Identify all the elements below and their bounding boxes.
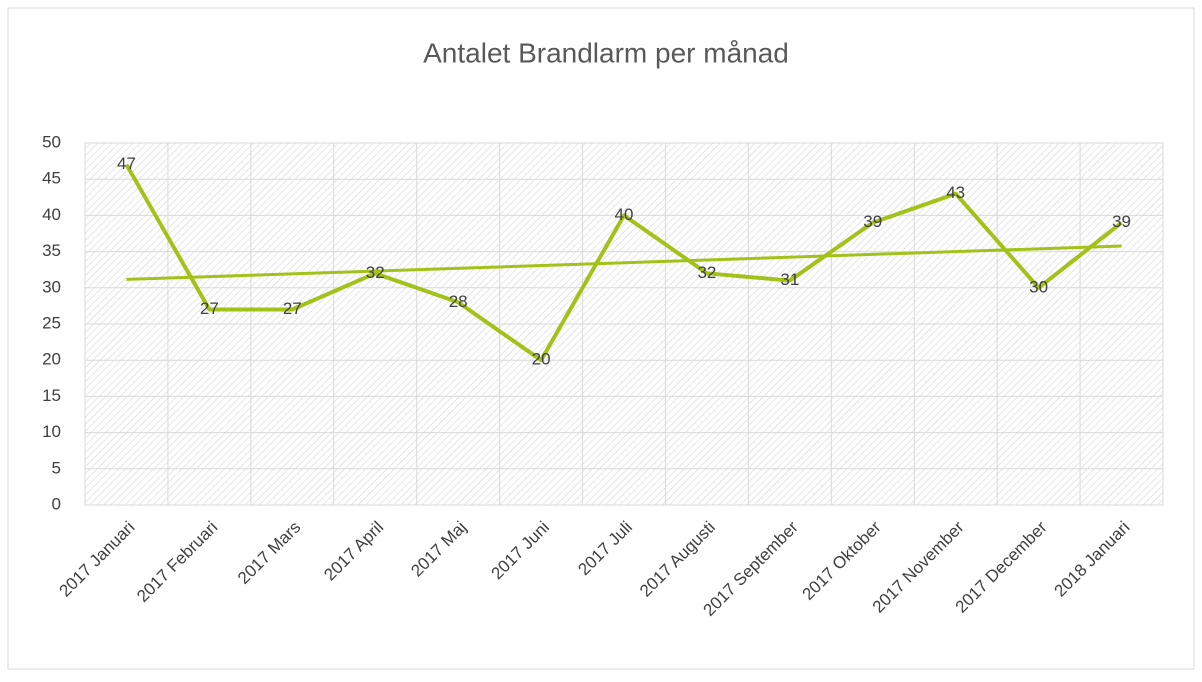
data-label: 27 xyxy=(200,299,219,318)
data-label: 28 xyxy=(449,292,468,311)
data-label: 43 xyxy=(946,183,965,202)
data-label: 47 xyxy=(117,154,136,173)
data-label: 40 xyxy=(615,205,634,224)
y-tick-label: 25 xyxy=(42,313,61,332)
y-tick-label: 10 xyxy=(42,422,61,441)
data-label: 30 xyxy=(1029,277,1048,296)
y-tick-label: 0 xyxy=(52,494,61,513)
data-label: 39 xyxy=(863,212,882,231)
y-tick-label: 50 xyxy=(42,132,61,151)
data-label: 32 xyxy=(697,263,716,282)
data-line xyxy=(124,163,1123,363)
y-tick-label: 20 xyxy=(42,350,61,369)
y-tick-label: 45 xyxy=(42,169,61,188)
data-label: 27 xyxy=(283,299,302,318)
data-label: 20 xyxy=(532,350,551,369)
y-tick-label: 40 xyxy=(42,205,61,224)
y-tick-label: 15 xyxy=(42,386,61,405)
y-tick-label: 30 xyxy=(42,277,61,296)
y-tick-label: 5 xyxy=(52,458,61,477)
chart-title: Antalet Brandlarm per månad xyxy=(423,37,789,68)
data-label: 39 xyxy=(1112,212,1131,231)
y-tick-label: 35 xyxy=(42,241,61,260)
trendline xyxy=(126,244,1122,281)
data-label: 31 xyxy=(780,270,799,289)
data-label: 32 xyxy=(366,263,385,282)
